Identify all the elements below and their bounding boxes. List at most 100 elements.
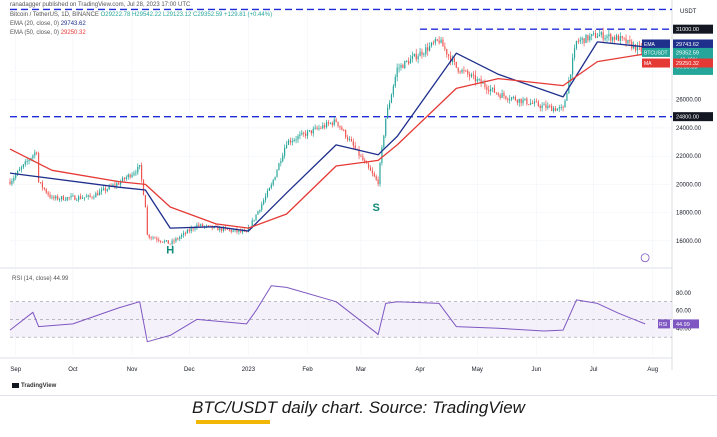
candle-body (461, 70, 462, 73)
candle-body (528, 104, 529, 105)
candle-body (166, 240, 167, 241)
candle-body (339, 126, 340, 127)
publisher-line: ranadagger published on TradingView.com,… (10, 2, 190, 8)
candle-body (206, 225, 207, 226)
candle-body (440, 40, 441, 43)
candle-body (624, 38, 625, 39)
candle-body (391, 95, 392, 103)
price-tick-label: 16000.00 (676, 239, 702, 245)
candle-body (185, 233, 186, 234)
candle-body (591, 34, 592, 36)
ema20-legend[interactable]: EMA (20, close, 0) 29743.62 (10, 21, 86, 27)
candle-body (219, 228, 220, 231)
btc-usdt-chart[interactable]: 16000.0018000.0020000.0022000.0024000.00… (0, 0, 717, 395)
candle-body (42, 183, 43, 188)
candle-body (177, 238, 178, 239)
candle-body (622, 36, 623, 38)
candle-body (398, 68, 399, 69)
candle-body (303, 133, 304, 134)
candle-body (448, 55, 449, 56)
candle-body (446, 49, 447, 54)
candle-body (400, 65, 401, 68)
candle-body (507, 99, 508, 100)
time-tick-label: Apr (415, 367, 424, 373)
candle-body (583, 38, 584, 43)
candle-body (500, 95, 501, 98)
candle-body (231, 230, 232, 232)
candle-body (540, 106, 541, 108)
time-tick-label: Oct (68, 367, 78, 373)
candle-body (477, 79, 478, 81)
candle-body (116, 183, 117, 186)
candle-body (412, 56, 413, 59)
candle-body (467, 71, 468, 74)
candle-body (162, 242, 163, 243)
candle-body (141, 165, 142, 180)
candle-body (131, 175, 132, 177)
candle-body (589, 36, 590, 40)
candle-body (578, 41, 579, 42)
candle-body (419, 52, 420, 56)
ohlc-values: O29222.78 H29542.22 L29123.12 C29352.59 … (101, 12, 272, 18)
candle-body (183, 233, 184, 235)
candle-body (341, 127, 342, 130)
candle-body (612, 37, 613, 40)
time-tick-label: Aug (647, 367, 658, 373)
candle-body (194, 228, 195, 229)
candle-body (53, 197, 54, 199)
candle-body (49, 195, 50, 198)
candle-body (370, 168, 371, 171)
candle-body (59, 199, 60, 200)
candle-body (86, 197, 87, 198)
candle-body (505, 96, 506, 99)
candle-body (259, 210, 260, 212)
candle-body (563, 107, 564, 108)
candle-body (107, 189, 108, 191)
candle-body (271, 185, 272, 188)
candle-body (513, 97, 514, 98)
rsi-tick-label: 80.00 (676, 291, 692, 297)
time-tick-label: Sep (10, 367, 21, 373)
candle-body (278, 163, 279, 170)
candle-body (429, 46, 430, 51)
price-tag-name: MA (644, 61, 652, 67)
candle-body (19, 169, 20, 171)
candle-body (604, 38, 605, 39)
candle-body (336, 119, 337, 121)
candle-body (627, 40, 628, 43)
candle-body (187, 230, 188, 234)
candle-body (143, 180, 144, 196)
candle-body (63, 196, 64, 200)
candle-body (353, 141, 354, 145)
rsi-tag-name: RSI (659, 322, 667, 328)
candle-body (38, 153, 39, 182)
candle-body (362, 156, 363, 160)
candle-body (564, 101, 565, 108)
candle-body (343, 130, 344, 131)
candle-body (295, 139, 296, 140)
candle-body (435, 39, 436, 42)
candle-body (299, 134, 300, 136)
candle-body (395, 77, 396, 86)
candle-body (374, 173, 375, 176)
candle-body (442, 40, 443, 47)
candle-body (84, 197, 85, 198)
candle-body (418, 56, 419, 59)
tradingview-logo[interactable]: TradingView (12, 383, 56, 389)
candle-body (67, 197, 68, 200)
candle-body (566, 93, 567, 101)
caption-accent-bar (196, 420, 270, 424)
candle-body (488, 90, 489, 91)
candle-body (345, 130, 346, 137)
time-tick-label: Jun (532, 367, 542, 373)
candle-body (78, 196, 79, 200)
symbol-name: Bitcoin / TetherUS, 1D, BINANCE (10, 12, 99, 18)
candle-body (494, 88, 495, 93)
currency-label: USDT (680, 9, 697, 15)
ema50-legend[interactable]: EMA (50, close, 0) 29250.32 (10, 30, 86, 36)
candle-body (515, 97, 516, 100)
candle-body (126, 177, 127, 179)
candle-body (135, 173, 136, 174)
candle-body (72, 196, 73, 197)
candle-body (625, 38, 626, 43)
